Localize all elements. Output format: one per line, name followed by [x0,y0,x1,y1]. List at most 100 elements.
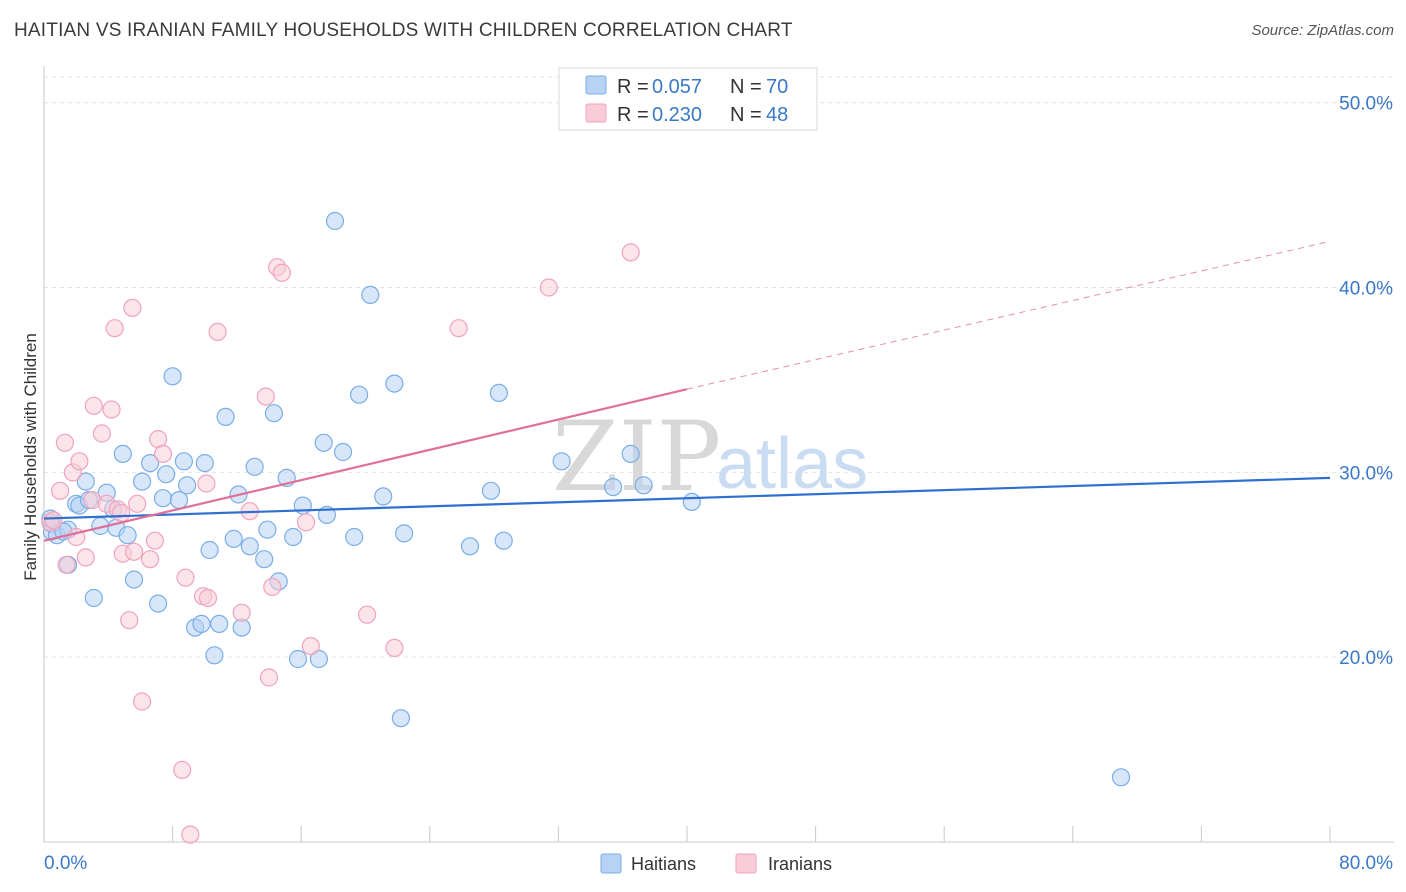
data-point-haitians [333,442,353,462]
data-point-haitians [1111,768,1131,787]
source-credit: Source: ZipAtlas.com [1251,22,1394,39]
legend-n-label-1: N = [730,76,762,98]
data-point-iranians [84,396,103,415]
legend-n-value-1: 70 [766,76,788,98]
data-point-haitians [314,433,333,452]
y-tick-label: 50.0% [1339,94,1393,115]
data-point-iranians [621,243,640,262]
legend-n-label-2: N = [730,104,762,126]
bottom-legend-iranians: Iranians [768,854,832,874]
data-point-haitians [153,489,173,508]
data-point-haitians [205,646,224,665]
points-layer [41,211,1131,844]
data-point-haitians [489,383,508,402]
data-point-haitians [133,472,152,491]
data-point-iranians [112,503,131,523]
data-point-iranians [272,263,291,282]
data-point-iranians [296,513,316,532]
legend-r-value-1: 0.057 [652,76,702,98]
legend-r-label-1: R = [617,76,649,98]
data-point-iranians [123,298,142,317]
data-point-iranians [153,444,173,463]
legend-r-value-2: 0.230 [652,104,702,126]
data-point-haitians [178,476,197,495]
data-point-iranians [181,825,200,844]
trend-layer [43,240,1331,542]
data-point-haitians [216,407,235,426]
y-tick-label: 20.0% [1339,648,1393,669]
data-point-haitians [76,472,95,491]
chart-title: HAITIAN VS IRANIAN FAMILY HOUSEHOLDS WIT… [14,20,793,41]
data-point-iranians [301,636,320,656]
data-point-iranians [198,588,218,608]
data-point-haitians [284,527,303,547]
bottom-legend-swatch-iranians [735,853,757,874]
data-point-haitians [163,367,182,386]
data-point-haitians [84,588,103,608]
data-point-iranians [176,568,195,587]
y-tick-label: 40.0% [1339,279,1393,300]
data-point-haitians [621,444,640,463]
y-axis-label: Family Households with Children [21,333,40,581]
data-point-haitians [603,478,623,497]
data-point-haitians [325,211,345,231]
data-point-haitians [345,527,364,547]
data-point-iranians [259,668,279,687]
data-point-haitians [361,285,380,304]
data-point-iranians [128,494,147,513]
data-point-iranians [76,548,95,567]
data-point-iranians [232,603,251,622]
data-point-iranians [358,605,377,624]
data-point-iranians [256,387,275,406]
data-point-haitians [124,570,144,589]
data-point-iranians [173,760,192,780]
data-point-haitians [192,614,211,634]
data-point-haitians [350,385,369,404]
data-point-haitians [481,481,500,500]
data-point-haitians [634,476,653,495]
watermark-atlas: atlas [716,424,868,504]
data-point-iranians [539,278,558,297]
bottom-legend: Haitians Iranians [600,853,832,874]
data-point-iranians [263,577,282,597]
data-point-haitians [258,520,277,539]
data-point-haitians [169,491,189,510]
grid-layer [44,76,1394,658]
data-point-iranians [44,511,63,530]
data-point-haitians [174,452,193,471]
x-tick-label-min: 0.0% [44,853,87,874]
axis-layer: 20.0% 30.0% 40.0% 50.0% 0.0% 80.0% [43,66,1394,874]
data-point-iranians [197,474,216,493]
data-point-iranians [55,433,75,452]
data-point-iranians [208,322,227,341]
legend-swatch-iranians [585,103,607,123]
data-point-haitians [118,526,137,545]
data-point-iranians [50,481,70,500]
watermark: ZIP atlas [552,401,868,513]
data-point-iranians [141,550,160,569]
data-point-haitians [157,465,176,484]
legend-swatch-haitians [585,75,607,95]
data-point-haitians [210,614,229,634]
data-point-haitians [255,550,274,569]
data-point-iranians [102,400,121,419]
data-point-haitians [224,529,243,549]
data-point-iranians [385,638,404,658]
legend-n-value-2: 48 [766,104,788,126]
y-tick-label: 30.0% [1339,463,1393,484]
data-point-haitians [395,524,414,543]
trend-line-iranians [43,388,688,542]
data-point-haitians [200,540,219,560]
data-point-haitians [245,457,264,476]
data-point-haitians [374,487,393,506]
data-point-haitians [682,492,701,511]
data-point-haitians [391,709,410,728]
data-point-haitians [113,444,132,463]
data-point-iranians [92,424,112,443]
data-point-haitians [460,537,480,556]
data-point-iranians [449,319,468,338]
data-point-haitians [149,594,168,613]
data-point-iranians [57,555,76,574]
data-point-haitians [195,454,214,473]
